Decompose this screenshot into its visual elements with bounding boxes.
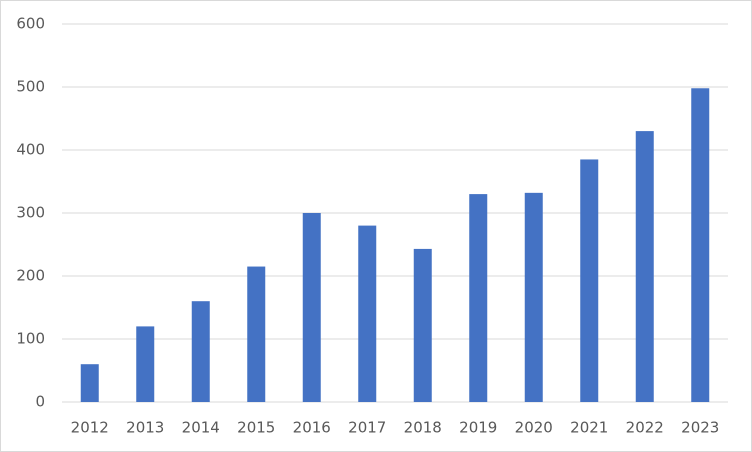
y-tick-label: 0 <box>35 393 45 411</box>
bar <box>580 159 599 402</box>
x-tick-label: 2013 <box>126 419 164 437</box>
bar <box>691 88 710 402</box>
x-tick-label: 2021 <box>570 419 608 437</box>
bar <box>136 326 155 402</box>
y-tick-label: 300 <box>16 204 45 222</box>
x-tick-label: 2018 <box>404 419 442 437</box>
x-tick-label: 2014 <box>182 419 220 437</box>
x-tick-label: 2015 <box>237 419 275 437</box>
x-tick-label: 2019 <box>459 419 497 437</box>
x-tick-label: 2023 <box>681 419 719 437</box>
y-tick-label: 100 <box>16 330 45 348</box>
bar <box>80 364 99 402</box>
bar <box>302 213 321 402</box>
bar <box>524 192 543 402</box>
bar <box>635 131 654 402</box>
x-tick-label: 2017 <box>348 419 386 437</box>
bar <box>413 248 432 402</box>
bar <box>191 301 210 402</box>
x-tick-label: 2020 <box>515 419 553 437</box>
bar <box>247 266 266 402</box>
y-tick-label: 500 <box>16 78 45 96</box>
bar <box>358 225 377 402</box>
bar <box>469 194 488 402</box>
y-tick-label: 400 <box>16 141 45 159</box>
y-tick-label: 200 <box>16 267 45 285</box>
x-tick-label: 2012 <box>71 419 109 437</box>
x-tick-label: 2016 <box>293 419 331 437</box>
x-tick-label: 2022 <box>626 419 664 437</box>
y-tick-label: 600 <box>16 15 45 33</box>
